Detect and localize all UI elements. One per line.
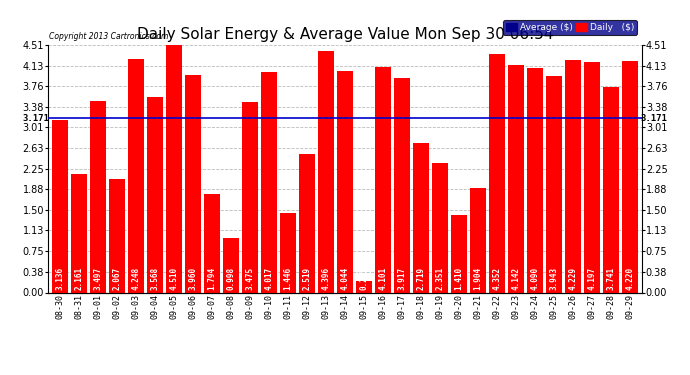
Bar [280,213,296,292]
Bar [622,61,638,292]
Bar [318,51,334,292]
Bar [337,70,353,292]
Text: 3.475: 3.475 [246,267,255,290]
Text: 4.197: 4.197 [588,267,597,290]
Text: 4.396: 4.396 [322,267,331,290]
Text: 3.171: 3.171 [641,114,668,123]
Text: Copyright 2013 Cartronics.com: Copyright 2013 Cartronics.com [49,32,168,41]
Bar [90,100,106,292]
Text: 2.519: 2.519 [302,267,311,290]
Text: 2.161: 2.161 [75,267,83,290]
Text: 3.171: 3.171 [22,114,49,123]
Bar [299,154,315,292]
Bar [394,78,410,292]
Bar [166,45,182,292]
Text: 1.446: 1.446 [284,267,293,290]
Bar [546,76,562,292]
Text: 4.044: 4.044 [340,267,350,290]
Text: 4.017: 4.017 [264,267,273,290]
Legend: Average ($), Daily   ($): Average ($), Daily ($) [503,20,637,35]
Bar [204,194,220,292]
Bar [470,188,486,292]
Text: 4.220: 4.220 [626,267,635,290]
Bar [413,143,429,292]
Text: 3.136: 3.136 [55,267,64,290]
Text: 3.917: 3.917 [397,267,406,290]
Bar [603,87,620,292]
Text: 4.142: 4.142 [512,267,521,290]
Bar [451,215,467,292]
Bar [109,179,125,292]
Text: 3.741: 3.741 [607,267,615,290]
Text: 3.497: 3.497 [93,267,102,290]
Bar [565,60,581,292]
Text: 2.719: 2.719 [417,267,426,290]
Text: 3.568: 3.568 [150,267,159,290]
Bar [147,97,163,292]
Text: 2.067: 2.067 [112,267,121,290]
Text: 4.248: 4.248 [131,267,140,290]
Bar [527,68,543,292]
Bar [375,68,391,292]
Text: 4.090: 4.090 [531,267,540,290]
Text: 1.904: 1.904 [473,267,482,290]
Text: 4.101: 4.101 [379,267,388,290]
Text: 1.794: 1.794 [208,267,217,290]
Text: 0.998: 0.998 [226,267,235,290]
Text: 3.943: 3.943 [550,267,559,290]
Bar [584,62,600,292]
Bar [508,65,524,292]
Bar [70,174,87,292]
Bar [52,120,68,292]
Text: 4.510: 4.510 [169,267,178,290]
Text: 1.410: 1.410 [455,267,464,290]
Bar [241,102,258,292]
Title: Daily Solar Energy & Average Value Mon Sep 30 06:54: Daily Solar Energy & Average Value Mon S… [137,27,553,42]
Bar [223,238,239,292]
Bar [128,59,144,292]
Text: 0.203: 0.203 [359,267,368,290]
Text: 4.229: 4.229 [569,267,578,290]
Bar [185,75,201,292]
Bar [489,54,505,292]
Bar [261,72,277,292]
Bar [356,281,372,292]
Bar [432,164,448,292]
Text: 4.352: 4.352 [493,267,502,290]
Text: 2.351: 2.351 [435,267,444,290]
Text: 3.960: 3.960 [188,267,197,290]
